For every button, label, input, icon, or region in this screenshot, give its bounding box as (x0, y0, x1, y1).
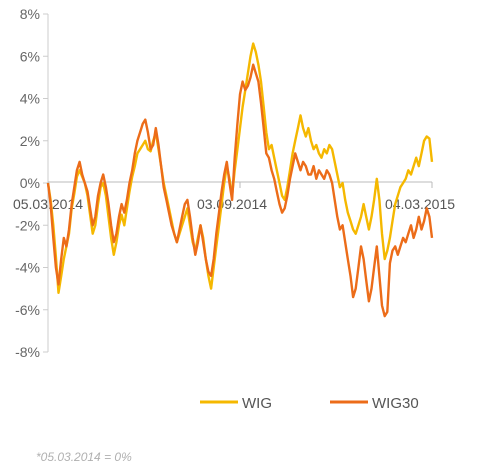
x-tick-label: 05.03.2014 (13, 196, 83, 212)
series-line-wig30 (46, 63, 434, 318)
legend-label-wig30: WIG30 (372, 395, 419, 412)
series-layer (46, 42, 434, 318)
footnote: *05.03.2014 = 0% (36, 450, 132, 464)
y-tick-labels: 8% 6% 4% 2% 0% -2% -4% -6% -8% (15, 6, 48, 360)
y-tick-label: 2% (20, 133, 40, 149)
y-tick-label: 0% (20, 175, 40, 191)
y-tick-label: -8% (15, 344, 40, 360)
legend: WIG WIG30 (200, 395, 419, 412)
x-axis: 05.03.2014 03.09.2014 04.03.2015 (13, 181, 455, 212)
y-tick-label: -2% (15, 217, 40, 233)
series-line-wig (46, 42, 434, 294)
legend-label-wig: WIG (242, 395, 272, 412)
y-axis: 8% 6% 4% 2% 0% -2% -4% -6% -8% (15, 6, 49, 360)
x-tick-label: 04.03.2015 (385, 196, 455, 212)
y-tick-label: 4% (20, 91, 40, 107)
x-tick-label: 03.09.2014 (197, 196, 267, 212)
y-tick-label: 8% (20, 6, 40, 22)
x-tick-labels: 05.03.2014 03.09.2014 04.03.2015 (13, 182, 455, 212)
y-tick-label: -6% (15, 302, 40, 318)
y-tick-label: 6% (20, 48, 40, 64)
y-tick-label: -4% (15, 260, 40, 276)
line-chart: 8% 6% 4% 2% 0% -2% -4% -6% -8% 05.03.2014 03.09.2… (13, 6, 455, 412)
